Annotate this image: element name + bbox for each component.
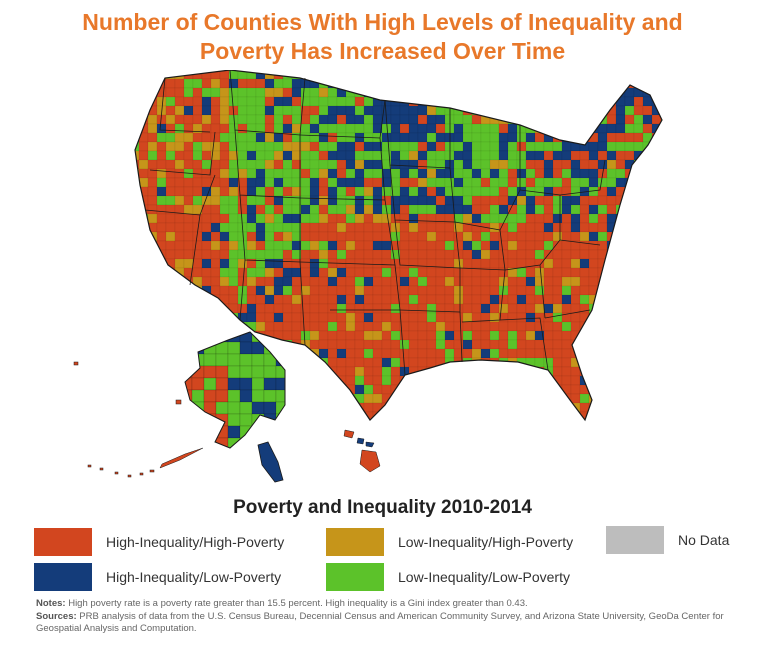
sources-label: Sources:: [36, 610, 77, 622]
legend-label: Low-Inequality/High-Poverty: [398, 534, 574, 550]
alaska: [73, 331, 286, 483]
sources-text: PRB analysis of data from the U.S. Censu…: [36, 610, 724, 635]
legend-swatch: [326, 528, 384, 556]
notes-line: Notes: High poverty rate is a poverty ra…: [36, 598, 736, 611]
legend-item-no-data: No Data: [606, 526, 729, 554]
legend-swatch: [34, 528, 92, 556]
legend-title: Poverty and Inequality 2010-2014: [233, 497, 532, 518]
notes-label: Notes:: [36, 598, 66, 609]
title-line-1: Number of Counties With High Levels of I…: [82, 9, 683, 35]
legend-swatch: [606, 526, 664, 554]
legend-label: No Data: [678, 532, 730, 548]
legend-swatch: [34, 563, 92, 591]
legend-item-low-low: Low-Inequality/Low-Poverty: [326, 563, 570, 591]
notes-text: High poverty rate is a poverty rate grea…: [65, 598, 528, 609]
legend-item-low-high: Low-Inequality/High-Poverty: [326, 528, 573, 556]
map-title: Number of Counties With High Levels of I…: [0, 8, 765, 66]
legend-label: Low-Inequality/Low-Poverty: [398, 569, 570, 585]
legend-item-high-high: High-Inequality/High-Poverty: [34, 528, 284, 556]
legend-item-high-low: High-Inequality/Low-Poverty: [34, 563, 281, 591]
title-line-2: Poverty Has Increased Over Time: [199, 38, 566, 64]
hawaii: [343, 429, 381, 473]
legend-label: High-Inequality/High-Poverty: [106, 534, 285, 550]
sources-line: Sources: PRB analysis of data from the U…: [36, 611, 736, 636]
legend-swatch: [326, 563, 384, 591]
notes: Notes: High poverty rate is a poverty ra…: [36, 598, 736, 636]
legend-label: High-Inequality/Low-Poverty: [106, 569, 282, 585]
us-county-map: [73, 70, 663, 483]
